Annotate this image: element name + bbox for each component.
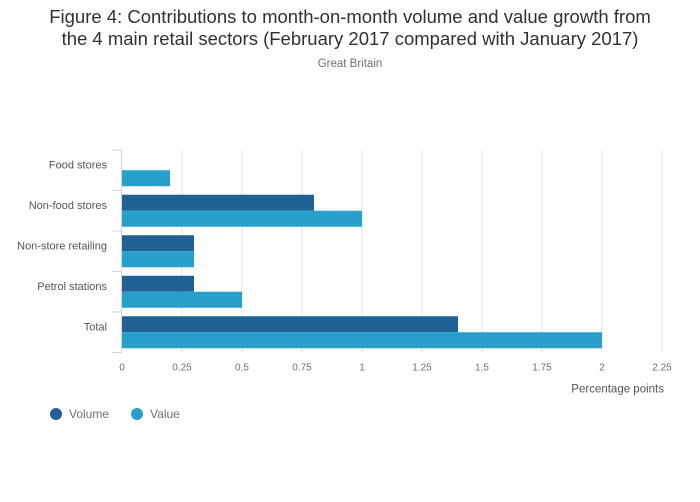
x-axis-label: Percentage points <box>571 384 664 396</box>
bar-volume <box>122 235 194 252</box>
category-label: Food stores <box>49 159 108 171</box>
x-tick-label: 1.75 <box>532 363 552 374</box>
chart-title-line-1: Figure 4: Contributions to month-on-mont… <box>49 6 651 27</box>
x-tick-label: 1 <box>359 363 365 374</box>
bar-value <box>122 170 170 187</box>
bar-volume <box>122 275 194 292</box>
bar-value <box>122 210 362 227</box>
x-tick-label: 1.25 <box>412 363 432 374</box>
legend-volume-label: Volume <box>69 407 110 421</box>
legend-value-dot-icon <box>131 408 144 420</box>
bar-volume <box>122 194 314 211</box>
chart-subtitle: Great Britain <box>317 58 383 70</box>
legend-item-value[interactable]: Value <box>131 407 180 421</box>
chart-title: Figure 4: Contributions to month-on-mont… <box>0 6 700 50</box>
bar-value <box>122 332 602 349</box>
bar-volume <box>122 316 458 333</box>
legend-item-volume[interactable]: Volume <box>50 407 109 421</box>
x-tick-label: 0 <box>119 363 125 374</box>
x-tick-label: 2.25 <box>652 363 672 374</box>
legend-volume-dot-icon <box>50 408 62 420</box>
chart-title-line-2: the 4 main retail sectors (February 2017… <box>61 28 639 49</box>
x-tick-label: 0.5 <box>235 363 249 374</box>
category-label: Total <box>84 321 107 333</box>
bar-value <box>122 291 242 308</box>
category-label: Petrol stations <box>37 281 107 293</box>
x-tick-label: 2 <box>599 363 605 374</box>
legend: Volume Value <box>50 407 202 421</box>
x-tick-label: 0.25 <box>172 363 192 374</box>
x-tick-label: 1.5 <box>475 363 489 374</box>
category-label: Non-store retailing <box>17 240 107 252</box>
legend-value-label: Value <box>150 407 180 421</box>
category-label: Non-food stores <box>29 200 108 212</box>
bar-value <box>122 251 194 268</box>
x-tick-label: 0.75 <box>292 363 312 374</box>
